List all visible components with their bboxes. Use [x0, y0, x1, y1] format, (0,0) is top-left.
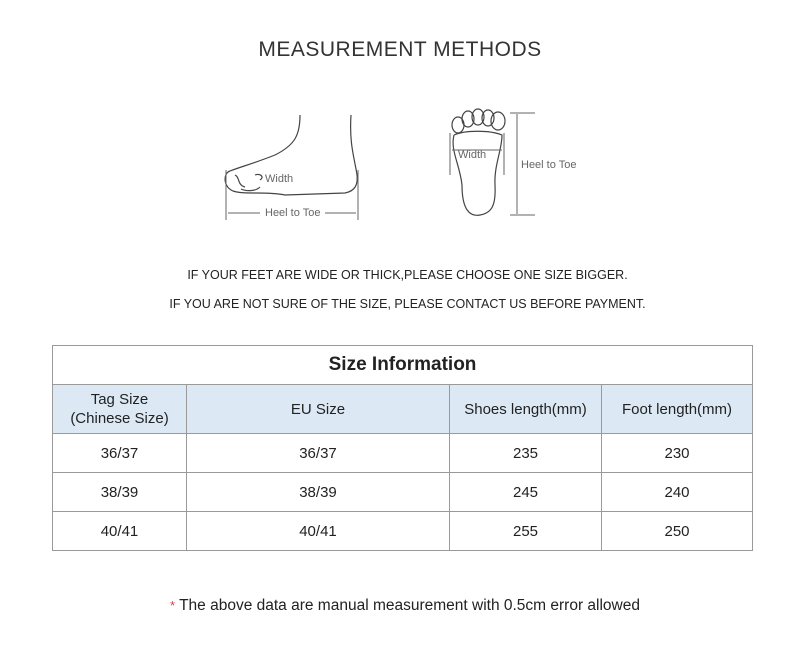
cell-tag-size: 36/37 — [52, 433, 187, 473]
cell-shoes-length: 235 — [449, 433, 602, 473]
side-foot-diagram: Width Heel to Toe — [224, 114, 359, 220]
contact-note: IF YOU ARE NOT SURE OF THE SIZE, PLEASE … — [169, 297, 646, 311]
cell-eu-size: 36/37 — [186, 433, 450, 473]
side-width-label: Width — [265, 173, 293, 185]
footnote-text: The above data are manual measurement wi… — [179, 597, 640, 614]
cell-shoes-length: 255 — [449, 511, 602, 551]
header-shoes-length: Shoes length(mm) — [449, 384, 602, 434]
cell-shoes-length: 245 — [449, 472, 602, 512]
cell-foot-length: 250 — [600, 511, 754, 551]
cell-foot-length: 230 — [600, 433, 754, 473]
header-foot-length: Foot length(mm) — [600, 384, 754, 434]
cell-eu-size: 40/41 — [186, 511, 450, 551]
asterisk-icon: * — [170, 598, 176, 613]
header-tag-line2: (Chinese Size) — [70, 410, 169, 427]
cell-tag-size: 38/39 — [52, 472, 187, 512]
table-row: 38/39 38/39 245 240 — [52, 472, 754, 512]
table-caption: Size Information — [51, 345, 754, 385]
header-eu-size: EU Size — [186, 384, 450, 434]
page-title: MEASUREMENT METHODS — [258, 38, 542, 61]
sole-length-label: Heel to Toe — [521, 159, 576, 171]
side-length-label: Heel to Toe — [265, 207, 320, 219]
table-header-row: Tag Size (Chinese Size) EU Size Shoes len… — [52, 384, 754, 434]
header-tag-line1: Tag Size — [90, 391, 149, 408]
sole-diagram: Width Heel to Toe — [449, 108, 576, 216]
cell-foot-length: 240 — [600, 472, 754, 512]
table-row: 40/41 40/41 255 250 — [52, 511, 754, 551]
table-row: 36/37 36/37 235 230 — [52, 433, 754, 473]
wide-feet-note: IF YOUR FEET ARE WIDE OR THICK,PLEASE CH… — [187, 268, 628, 282]
sole-width-label: Width — [458, 149, 486, 161]
cell-tag-size: 40/41 — [52, 511, 187, 551]
cell-eu-size: 38/39 — [186, 472, 450, 512]
header-tag-size: Tag Size (Chinese Size) — [52, 384, 187, 434]
size-table: Size Information Tag Size (Chinese Size) … — [51, 345, 754, 551]
footnote: * The above data are manual measurement w… — [0, 597, 800, 615]
